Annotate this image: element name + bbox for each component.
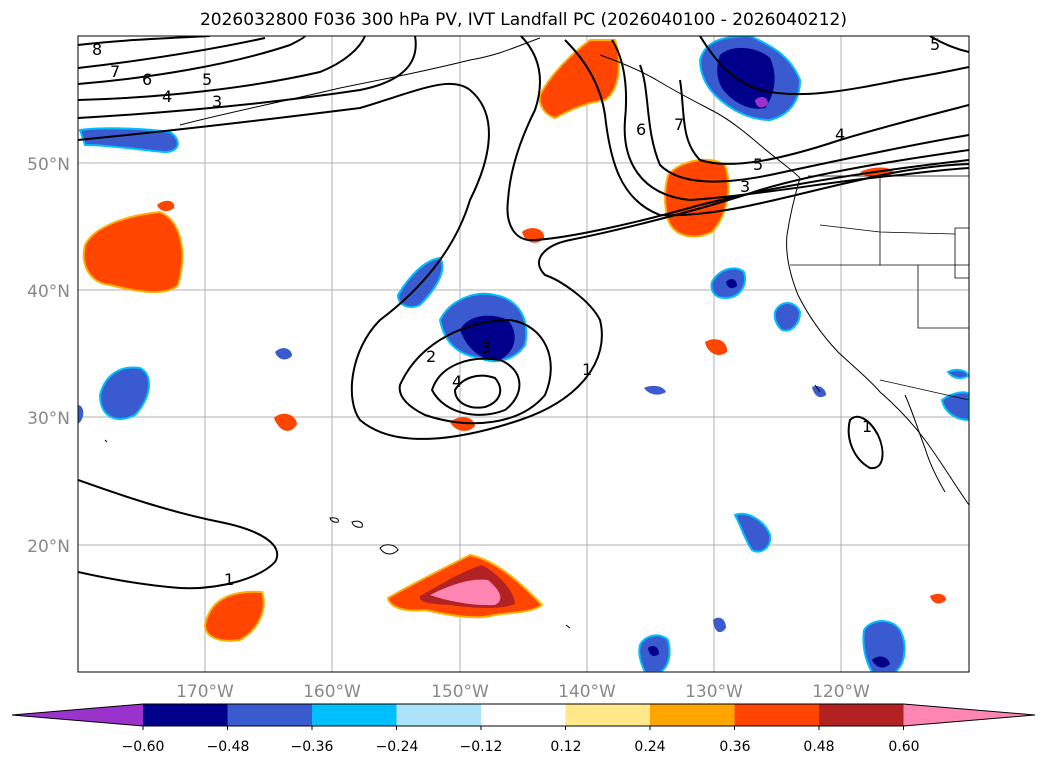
colorbar-tick: 0.12 [550, 739, 581, 755]
ivt-contours [78, 36, 969, 590]
colorbar-swatch [227, 704, 313, 726]
contour-label: 1 [862, 417, 872, 436]
colorbar-swatch [396, 704, 482, 726]
borders [790, 175, 969, 401]
colorbar-tick: 0.60 [888, 739, 919, 755]
contour-label: 6 [636, 120, 646, 139]
map-frame [77, 35, 970, 673]
lon-label: 170°W [176, 682, 234, 702]
colorbar-swatch [734, 704, 820, 726]
coastlines [104, 37, 969, 629]
contour-label: 4 [162, 87, 172, 106]
colorbar [11, 703, 1036, 730]
colorbar-extend-left [12, 704, 143, 726]
map-background [78, 36, 969, 672]
contour-label: 6 [142, 70, 152, 89]
colorbar-swatch [481, 704, 566, 726]
contour-label: 1 [224, 570, 234, 589]
contour-label: 1 [582, 360, 592, 379]
lon-label: 120°W [812, 682, 870, 702]
lat-label: 30°N [27, 409, 70, 429]
contour-label: 7 [110, 62, 120, 81]
colorbar-tick: −0.36 [291, 739, 334, 755]
lat-label: 50°N [27, 155, 70, 175]
contour-label: 8 [92, 40, 102, 59]
colorbar-swatch [819, 704, 904, 726]
colorbar-extend-right [903, 704, 1035, 726]
colorbar-swatch [143, 704, 228, 726]
colorbar-swatch [312, 704, 397, 726]
contour-label: 4 [835, 125, 845, 144]
lon-label: 130°W [685, 682, 743, 702]
pv-anomaly-fills [78, 36, 969, 672]
lon-label: 160°W [303, 682, 361, 702]
map-title: 2026032800 F036 300 hPa PV, IVT Landfall… [199, 10, 847, 30]
contour-label: 4 [452, 372, 462, 391]
colorbar-tick: −0.24 [376, 739, 419, 755]
colorbar-tick: 0.48 [803, 739, 834, 755]
lat-label: 20°N [27, 537, 70, 557]
contour-label: 3 [740, 177, 750, 196]
lon-label: 140°W [558, 682, 616, 702]
gridlines [78, 36, 969, 672]
lat-label: 40°N [27, 282, 70, 302]
lon-label: 150°W [431, 682, 489, 702]
contour-label: 5 [930, 35, 940, 54]
colorbar-tick: −0.60 [122, 739, 165, 755]
lon-labels: 170°W 160°W 150°W 140°W 130°W 120°W [176, 682, 870, 702]
contour-label: 7 [674, 115, 684, 134]
lat-labels: 50°N 40°N 30°N 20°N [27, 155, 70, 557]
contour-label: 5 [753, 155, 763, 174]
contour-labels: 8 7 6 5 4 3 6 7 5 4 3 2 3 4 1 1 1 5 [92, 35, 940, 589]
colorbar-tick: 0.24 [634, 739, 665, 755]
colorbar-swatch [650, 704, 735, 726]
colorbar-tick-labels: −0.60 −0.48 −0.36 −0.24 −0.12 0.12 0.24 … [122, 739, 920, 755]
colorbar-tick: −0.48 [207, 739, 250, 755]
contour-label: 3 [481, 338, 491, 357]
colorbar-swatch [565, 704, 651, 726]
colorbar-tick: 0.36 [719, 739, 750, 755]
contour-label: 3 [212, 92, 222, 111]
contour-label: 2 [426, 347, 436, 366]
contour-label: 5 [202, 70, 212, 89]
colorbar-tick: −0.12 [460, 739, 503, 755]
